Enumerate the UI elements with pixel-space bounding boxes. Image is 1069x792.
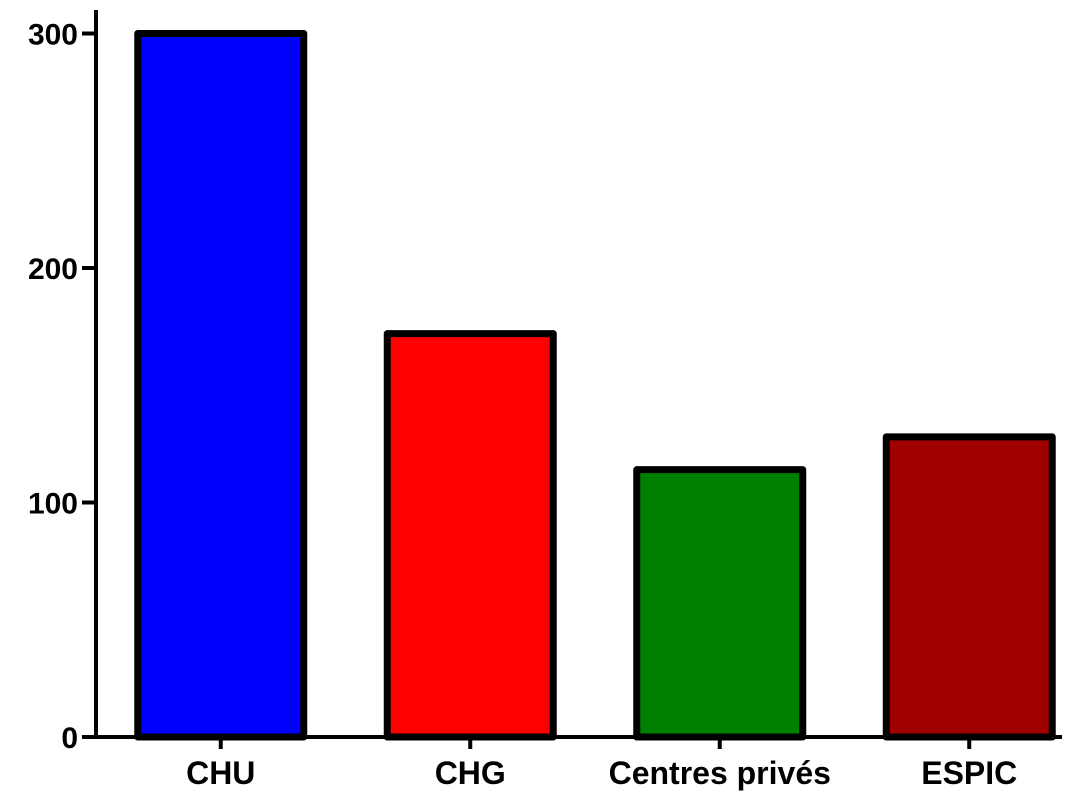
y-tick-label: 0 (61, 722, 78, 755)
bars-group (134, 30, 1056, 741)
y-tick-label: 200 (28, 253, 78, 286)
x-tick-label: CHG (435, 755, 506, 791)
bar-chg (383, 330, 557, 741)
bar-espic (882, 433, 1056, 741)
x-tick-label: Centres privés (609, 755, 831, 791)
y-tick-label: 100 (28, 488, 78, 521)
x-axis: CHU CHG Centres privés ESPIC (94, 735, 1062, 791)
y-axis: 0 100 200 300 (28, 10, 98, 755)
y-tick-label: 300 (28, 19, 78, 52)
bar-centres-priv-s (633, 466, 807, 741)
x-tick-label: ESPIC (921, 755, 1017, 791)
bar-chu (134, 30, 308, 741)
x-tick-label: CHU (186, 755, 255, 791)
